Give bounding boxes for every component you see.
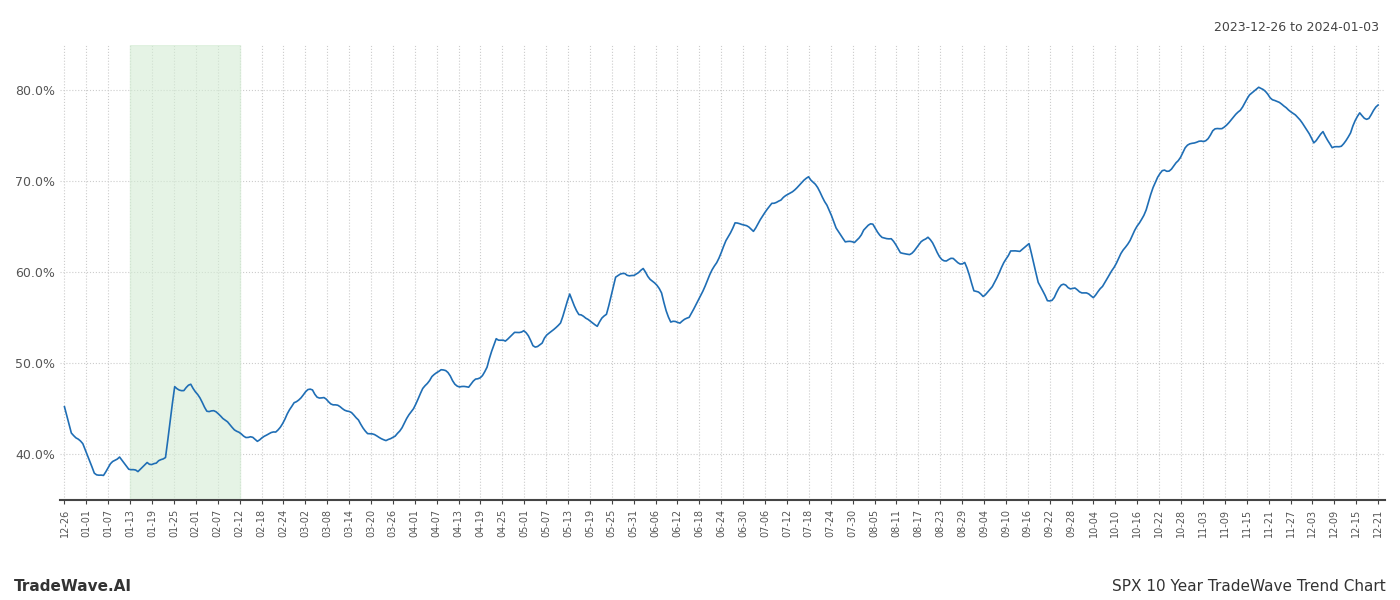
Bar	[130, 45, 239, 500]
Text: 2023-12-26 to 2024-01-03: 2023-12-26 to 2024-01-03	[1214, 21, 1379, 34]
Text: SPX 10 Year TradeWave Trend Chart: SPX 10 Year TradeWave Trend Chart	[1112, 579, 1386, 594]
Text: TradeWave.AI: TradeWave.AI	[14, 579, 132, 594]
